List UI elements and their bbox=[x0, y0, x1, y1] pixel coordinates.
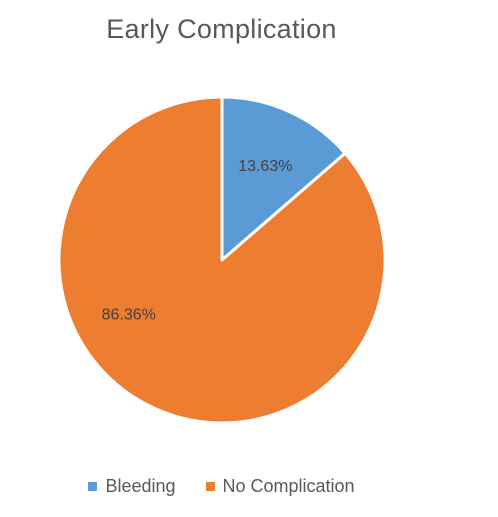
legend-swatch-bleeding bbox=[88, 482, 98, 491]
legend-swatch-no-complication bbox=[205, 482, 215, 491]
pie-slice-bleeding bbox=[220, 95, 347, 262]
data-label-no-complication: 86.36% bbox=[102, 307, 156, 324]
data-label-bleeding: 13.63% bbox=[238, 158, 292, 175]
legend: Bleeding No Complication bbox=[0, 476, 443, 497]
chart-title: Early Complication bbox=[106, 14, 337, 44]
legend-item-bleeding: Bleeding bbox=[88, 476, 176, 497]
legend-label-no-complication: No Complication bbox=[222, 476, 355, 496]
pie-slice-no-complication bbox=[57, 95, 387, 425]
legend-item-no-complication: No Complication bbox=[205, 476, 355, 497]
legend-label-bleeding: Bleeding bbox=[105, 476, 176, 496]
